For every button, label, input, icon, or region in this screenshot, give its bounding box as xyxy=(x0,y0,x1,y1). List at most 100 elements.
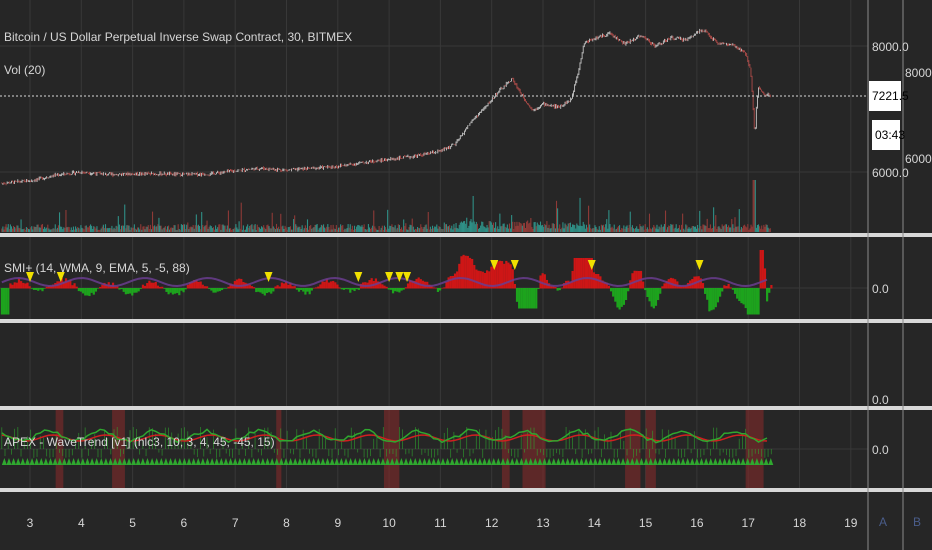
time-tick-label: 16 xyxy=(690,516,704,530)
volume-bar xyxy=(448,226,450,232)
volume-bar xyxy=(504,226,506,232)
volume-bar xyxy=(169,229,171,232)
smi-bar xyxy=(92,288,95,295)
volume-bar xyxy=(684,229,686,232)
volume-bar xyxy=(1,228,3,232)
volume-bar xyxy=(737,226,739,232)
volume-bar xyxy=(735,226,737,232)
smi-bar xyxy=(297,288,301,292)
wavetrend-label[interactable]: APEX - WaveTrend [v1] (hlc3, 10, 3, 4, 4… xyxy=(4,435,275,449)
smi-bar xyxy=(475,269,478,289)
volume-bar xyxy=(81,227,83,232)
divider-price-smi[interactable] xyxy=(0,233,932,237)
volume-bar xyxy=(4,226,6,232)
volume-bar xyxy=(41,224,43,232)
wavetrend-buy-marker xyxy=(426,458,432,465)
volume-bar xyxy=(381,225,383,232)
volume-bar xyxy=(247,224,249,232)
volume-bar xyxy=(687,228,689,232)
smi-bar xyxy=(411,280,414,289)
smi-bar xyxy=(17,278,21,289)
volume-bar xyxy=(708,228,710,232)
time-axis[interactable]: 3 4 5 6 7 8 9 10 11 12 13 14 15 16 17 18 19 xyxy=(27,516,858,530)
volume-bar xyxy=(479,227,481,232)
volume-bar xyxy=(728,225,730,232)
volume-bar xyxy=(344,228,346,232)
smi-bar xyxy=(229,283,232,289)
smi-bar xyxy=(231,284,234,289)
volume-bar xyxy=(686,225,688,232)
volume-bar xyxy=(334,228,336,232)
volume-bar xyxy=(213,229,216,232)
volume-bar xyxy=(507,228,509,232)
volume-bar xyxy=(384,227,387,232)
volume-bar xyxy=(69,229,71,232)
wavetrend-buy-marker xyxy=(495,458,501,465)
divider-smi-empty[interactable] xyxy=(0,319,932,323)
smi-bar xyxy=(601,280,604,289)
smi-label[interactable]: SMI+ (14, WMA, 9, EMA, 5, -5, 88) xyxy=(4,261,190,275)
chart-title: Bitcoin / US Dollar Perpetual Inverse Sw… xyxy=(4,30,352,44)
volume-bar xyxy=(751,226,753,232)
volume-bar xyxy=(139,229,141,232)
smi-bar xyxy=(710,288,713,311)
smi-bar xyxy=(477,270,480,289)
volume-bar xyxy=(373,210,375,232)
smi-bar xyxy=(259,288,262,293)
smi-bar xyxy=(47,285,51,289)
auto-scale-button[interactable]: A xyxy=(879,515,887,529)
volume-bar xyxy=(672,224,674,232)
volume-bar xyxy=(612,228,614,232)
volume-bar xyxy=(599,229,601,232)
smi-bar xyxy=(646,288,649,297)
volume-bar xyxy=(691,225,693,232)
price-axis[interactable]: 8000.0 6000.0 8000.0 6000.0 7221.5 03:43… xyxy=(869,40,932,457)
wavetrend-buy-marker xyxy=(311,458,317,465)
wavetrend-buy-marker xyxy=(565,458,571,465)
volume-bar xyxy=(582,221,584,232)
smi-bar xyxy=(661,286,664,289)
volume-bar xyxy=(97,229,99,232)
volume-bar xyxy=(648,213,651,232)
smi-bar xyxy=(276,285,279,289)
volume-bar xyxy=(101,226,103,232)
volume-bar xyxy=(288,226,290,232)
smi-bar xyxy=(235,279,239,289)
divider-wt-time[interactable] xyxy=(0,488,932,492)
wavetrend-buy-marker xyxy=(218,458,224,465)
smi-bar xyxy=(41,288,44,292)
wavetrend-buy-marker xyxy=(638,458,644,465)
volume-bar xyxy=(741,228,744,232)
volume-bar xyxy=(358,225,360,232)
volume-bar xyxy=(280,213,282,232)
smi-bar xyxy=(30,288,33,289)
wavetrend-buy-marker xyxy=(24,458,30,465)
volume-bar xyxy=(133,224,135,232)
volume-bar xyxy=(623,225,625,232)
smi-bar xyxy=(124,288,127,295)
volume-bar xyxy=(666,229,668,232)
smi-bar xyxy=(400,288,403,291)
smi-bar xyxy=(755,288,758,315)
volume-bar xyxy=(657,229,659,232)
smi-bar xyxy=(13,282,16,289)
volume-bar xyxy=(283,228,285,232)
divider-empty-wt[interactable] xyxy=(0,406,932,410)
smi-bar xyxy=(582,258,585,289)
volume-bar xyxy=(190,226,192,232)
volume-bar xyxy=(147,225,149,232)
volume-bar xyxy=(380,227,382,232)
volume-bar xyxy=(170,227,172,232)
volume-bar xyxy=(508,223,511,232)
volume-bar xyxy=(462,221,465,232)
volume-bar xyxy=(188,229,190,232)
log-scale-button[interactable]: B xyxy=(913,515,921,529)
smi-bar xyxy=(627,288,630,292)
volume-bar xyxy=(14,227,16,232)
volume-bar xyxy=(574,225,576,232)
volume-bar xyxy=(493,227,496,232)
volume-bar xyxy=(488,221,490,232)
smi-bar xyxy=(182,288,185,293)
smi-bar xyxy=(302,288,305,292)
